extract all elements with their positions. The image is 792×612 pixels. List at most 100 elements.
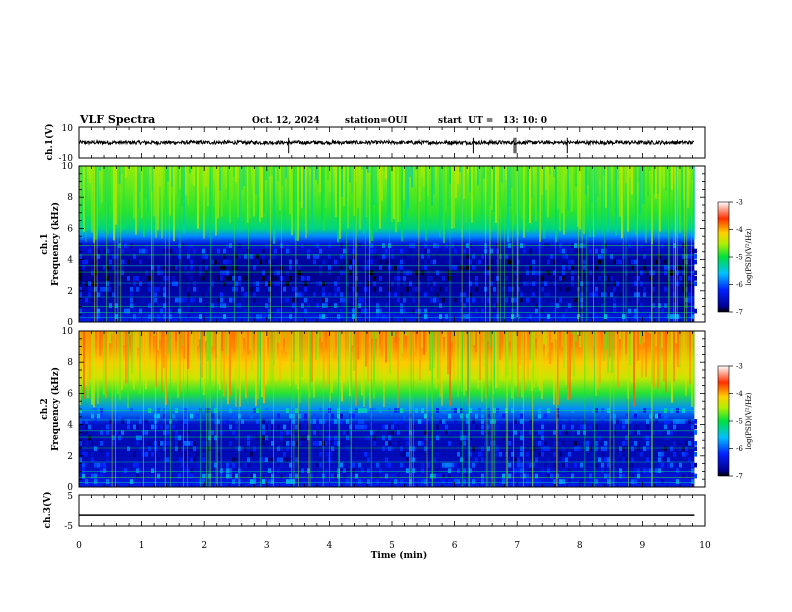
spectrogram-cell xyxy=(466,473,469,479)
spectrogram-cell xyxy=(139,435,142,441)
spectrogram-column xyxy=(413,331,415,351)
spectrogram-column xyxy=(587,166,589,186)
spectrogram-cell xyxy=(346,435,349,441)
spectrogram-cell xyxy=(115,430,118,435)
spectrogram-cell xyxy=(307,248,310,254)
spectrogram-cell xyxy=(685,451,688,457)
spectrogram-cell xyxy=(238,254,241,259)
spectrogram-cell xyxy=(298,270,301,276)
spectrogram-cell xyxy=(82,259,85,265)
spectrogram-column xyxy=(157,166,159,231)
spectrogram-cell xyxy=(361,314,364,319)
spectrogram-column xyxy=(575,331,577,342)
spectrogram-cell xyxy=(361,308,364,314)
spectrogram-column xyxy=(225,331,227,355)
spectrogram-cell xyxy=(265,424,268,430)
spectrogram-cell xyxy=(226,462,229,468)
spectrogram-cell xyxy=(220,297,223,303)
spectrogram-cell xyxy=(535,308,538,314)
spectrogram-cell xyxy=(139,413,142,419)
spectrogram-cell xyxy=(634,281,637,287)
spectrogram-cell xyxy=(160,424,163,430)
spectrogram-cell xyxy=(424,265,427,270)
spectrogram-cell xyxy=(271,265,274,270)
spectrogram-cell xyxy=(241,446,244,452)
spectrogram-cell xyxy=(568,259,571,265)
spectrogram-cell xyxy=(349,424,352,430)
spectrogram-column xyxy=(79,331,81,406)
spectrogram-column xyxy=(115,331,117,340)
spectrogram-column xyxy=(317,331,319,373)
spectrogram-cell xyxy=(235,457,238,463)
spectrogram-column xyxy=(567,166,569,211)
spectrogram-cell xyxy=(304,413,307,419)
spectrogram-column xyxy=(263,331,265,404)
spectrogram-cell xyxy=(190,468,193,473)
spectrogram-column xyxy=(537,166,539,213)
spectrogram-cell xyxy=(280,457,283,463)
spectrogram-cell xyxy=(109,303,112,308)
spectrogram-cell xyxy=(136,435,139,441)
spectrogram-cell xyxy=(637,479,640,484)
spectrogram-cell xyxy=(196,286,199,292)
spectrogram-cell xyxy=(589,424,592,430)
spectrogram-cell xyxy=(97,248,100,254)
spectrogram-cell xyxy=(406,451,409,457)
spectrogram-cell xyxy=(145,430,148,435)
spectrogram-column xyxy=(563,166,565,235)
spectrogram-cell xyxy=(337,286,340,292)
spectrogram-column xyxy=(441,166,443,217)
spectrogram-cell xyxy=(508,473,511,479)
spectrogram-cell xyxy=(229,265,232,270)
spectrogram-cell xyxy=(358,419,361,424)
spectrogram-cell xyxy=(223,303,226,308)
spectrogram-cell xyxy=(220,292,223,298)
spectrogram-cell xyxy=(460,259,463,265)
spectrogram-cell xyxy=(532,473,535,479)
spectrogram-cell xyxy=(664,446,667,452)
spectrogram-cell xyxy=(307,451,310,457)
spectrogram-cell xyxy=(601,281,604,287)
spectrogram-cell xyxy=(640,451,643,457)
spectrogram-column xyxy=(323,331,325,389)
spectrogram-cell xyxy=(394,479,397,484)
spectrogram-cell xyxy=(514,430,517,435)
spectrogram-cell xyxy=(127,435,130,441)
spectrogram-cell xyxy=(616,281,619,287)
spectrogram-cell xyxy=(541,435,544,441)
spectrogram-cell xyxy=(334,419,337,424)
spectrogram-cell xyxy=(544,473,547,479)
spectrogram-column xyxy=(481,166,483,226)
spectrogram-cell xyxy=(331,308,334,314)
spectrogram-cell xyxy=(631,462,634,468)
spectrogram-column xyxy=(135,331,137,371)
spectrogram-cell xyxy=(106,248,109,254)
spectrogram-cell xyxy=(571,435,574,441)
spectrogram-cell xyxy=(481,419,484,424)
spectrogram-cell xyxy=(535,265,538,270)
spectrogram-cell xyxy=(247,446,250,452)
spectrogram-cell xyxy=(382,314,385,319)
spectrogram-cell xyxy=(223,248,226,254)
spectrogram-column xyxy=(265,331,267,385)
spectrogram-column xyxy=(561,331,563,348)
spectrogram-cell xyxy=(454,297,457,303)
spectrogram-column xyxy=(227,331,229,405)
spectrogram-column xyxy=(655,331,657,347)
spectrogram-column xyxy=(677,331,679,368)
spectrogram-cell xyxy=(496,259,499,265)
spectrogram-cell xyxy=(283,451,286,457)
ch1-ytick-top: 10 xyxy=(62,124,74,134)
spectrogram-cell xyxy=(460,457,463,463)
spectrogram-cell xyxy=(121,270,124,276)
spectrogram-cell xyxy=(520,451,523,457)
spectrogram-cell xyxy=(538,441,541,446)
spectrogram-cell xyxy=(601,248,604,254)
spectrogram-cell xyxy=(637,473,640,479)
spectrogram-cell xyxy=(268,281,271,287)
spectrogram-cell xyxy=(469,451,472,457)
spectrogram-cell xyxy=(187,468,190,473)
spectrogram-cell xyxy=(523,265,526,270)
spectrogram-cell xyxy=(178,435,181,441)
spectrogram-cell xyxy=(82,473,85,479)
